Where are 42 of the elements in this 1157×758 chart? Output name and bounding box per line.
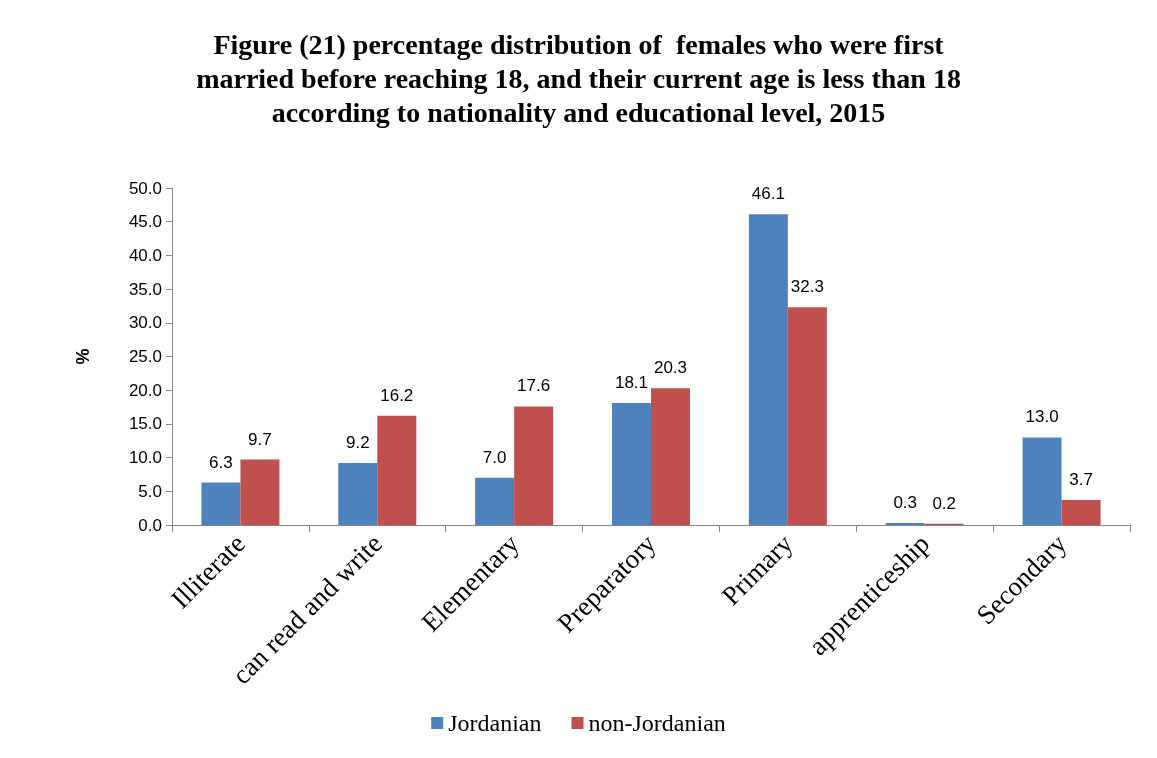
data-label: 0.2 [932,493,957,513]
data-label: 13.0 [1025,407,1059,427]
y-tick-label: 20.0 [128,380,162,400]
y-tick-label: 40.0 [128,245,162,265]
bar [651,388,690,525]
bar [748,214,788,525]
bar [377,415,417,525]
bar [514,406,554,525]
data-label: 20.3 [653,358,688,378]
bar [475,477,515,525]
bar [240,459,280,525]
legend-label: Jordanian [448,710,542,736]
data-label: 3.7 [1069,470,1093,490]
bar [338,462,378,525]
y-tick-label: 35.0 [128,279,162,299]
y-tick-label: 45.0 [128,212,162,232]
chart-title: Figure (21) percentage distribution of females who were first married before reaching 18, and their current age is less than 18 according to nationality and educational level, 2015 [196,28,961,128]
data-label: 32.3 [790,277,824,297]
data-label: 16.2 [380,385,414,405]
legend-label: non-Jordanian [588,710,726,736]
y-tick-label: 50.0 [128,178,162,198]
data-label: 17.6 [517,376,551,396]
bar [201,482,241,525]
y-tick-label: 15.0 [128,414,162,434]
y-tick-label: 10.0 [128,448,162,468]
bar [787,307,827,525]
bar [1061,500,1101,525]
y-tick-label: 5.0 [138,481,162,501]
data-label: 9.2 [345,432,370,452]
y-tick-label: 25.0 [128,347,162,366]
data-label: 46.1 [751,184,785,204]
data-label: 6.3 [209,452,233,472]
bar [1022,437,1062,525]
data-label: 18.1 [614,373,649,393]
bar [612,403,651,525]
y-tick-label: 30.0 [128,313,162,333]
data-label: 7.0 [482,447,507,467]
y-axis-title: % [73,348,93,365]
bar [885,522,925,525]
data-label: 0.3 [893,492,918,512]
data-label: 9.7 [248,429,272,449]
y-tick-label: 0.0 [138,515,162,535]
